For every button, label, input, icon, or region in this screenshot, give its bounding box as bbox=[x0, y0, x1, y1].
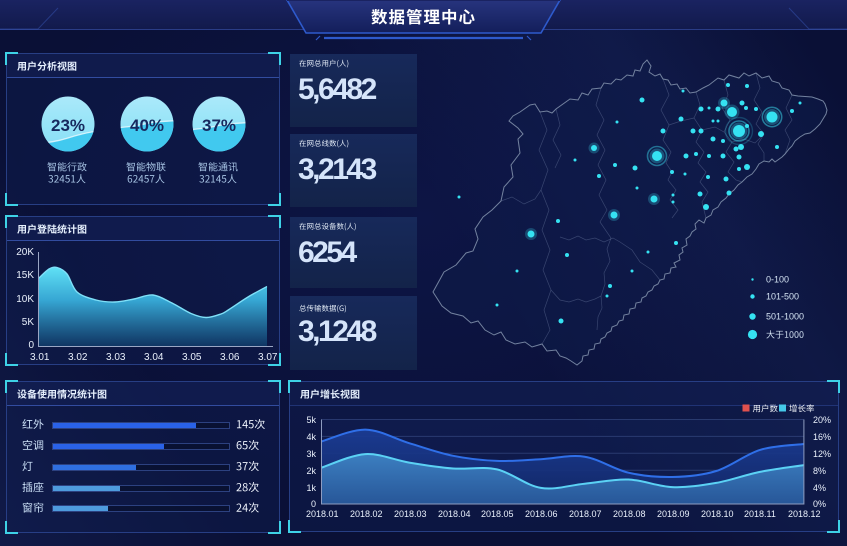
svg-text:23%: 23% bbox=[51, 116, 85, 135]
svg-text:501-1000: 501-1000 bbox=[766, 312, 804, 322]
svg-text:0-100: 0-100 bbox=[766, 275, 789, 285]
svg-text:37%: 37% bbox=[202, 116, 236, 135]
svg-text:40%: 40% bbox=[130, 116, 164, 135]
svg-text:101-500: 101-500 bbox=[766, 292, 799, 302]
